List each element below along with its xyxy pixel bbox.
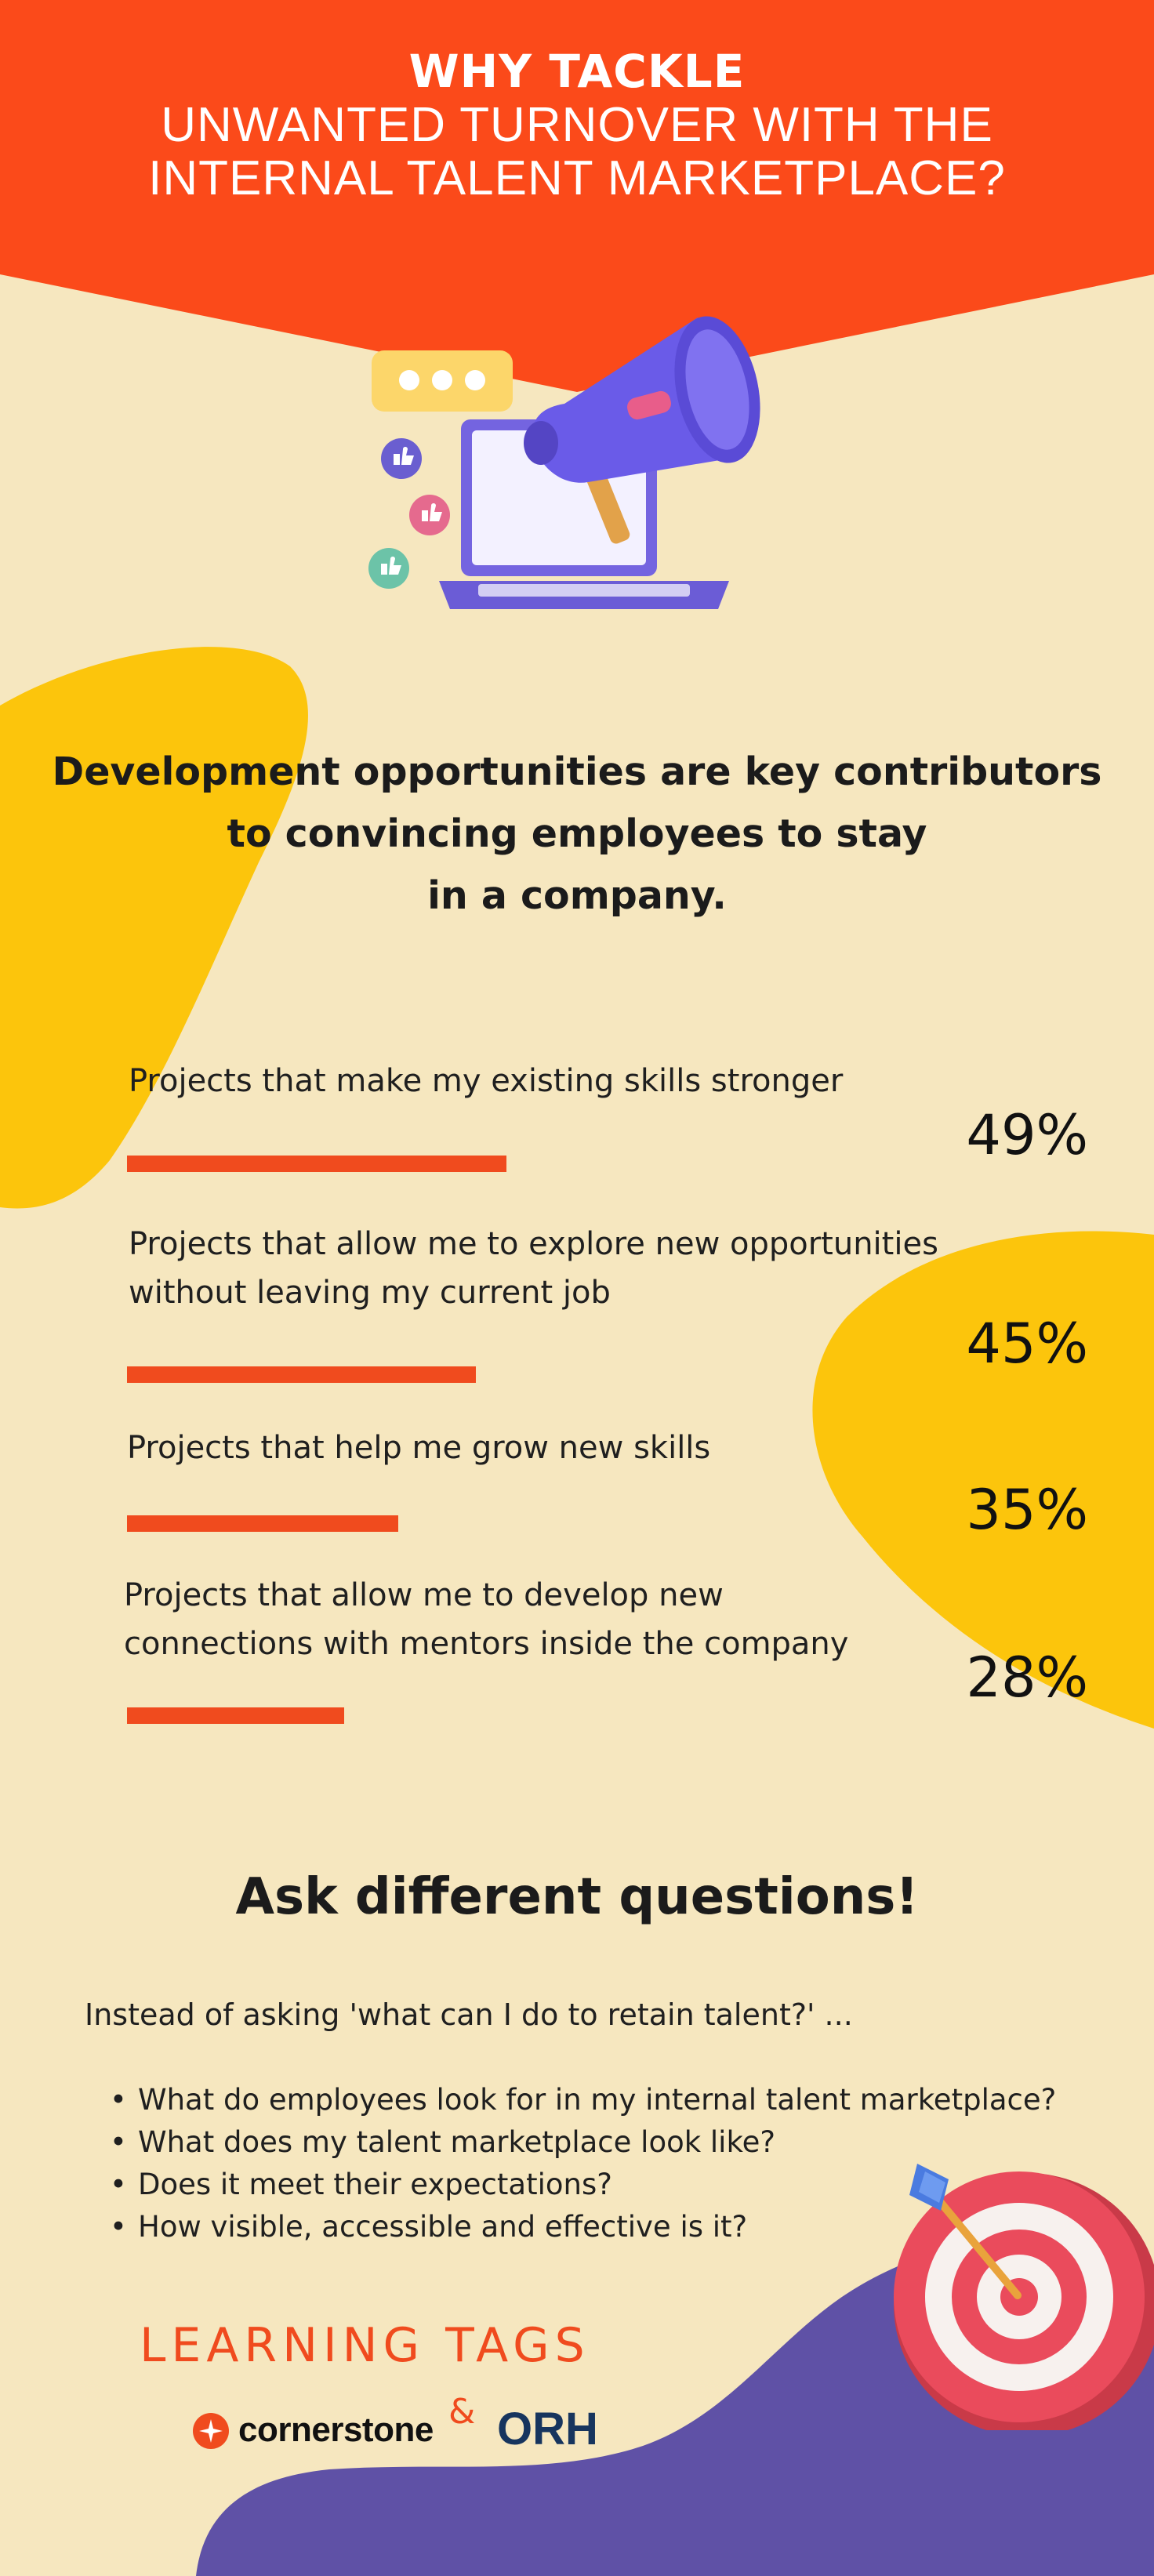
stat-value: 35% [966,1478,1088,1542]
hero-illustration [368,316,760,609]
thumbs-up-icon [368,438,450,589]
chat-bubble-icon [372,350,513,412]
list-item: • What do employees look for in my intern… [110,2079,1056,2121]
orh-logo: ORH [497,2404,598,2454]
headline-line-2: to convincing employees to stay [227,811,927,856]
stat-label-line-1: Projects that allow me to explore new op… [129,1226,938,1262]
stat-bar [127,1366,476,1383]
stat-label-line-2: connections with mentors inside the comp… [124,1626,849,1662]
stat-bar [127,1156,506,1172]
partner-logos: cornerstone & ORH [193,2393,616,2462]
title-line-2: UNWANTED TURNOVER WITH THE [161,98,993,152]
yellow-blob-right [812,1231,1154,1729]
stat-label-line-2: without leaving my current job [129,1275,611,1311]
intro-text: Instead of asking 'what can I do to reta… [85,1997,853,2032]
stat-bar [127,1515,398,1532]
list-item-text: What do employees look for in my interna… [138,2083,1057,2117]
bullet: • [110,2168,127,2201]
headline-line-1: Development opportunities are key contri… [52,749,1102,794]
question-list: • What do employees look for in my intern… [110,2079,1056,2248]
header-banner [0,0,1154,392]
stat-label-line-1: Projects that allow me to develop new [124,1577,724,1613]
stat-label: Projects that allow me to develop new co… [124,1571,848,1668]
stat-value: 28% [966,1645,1088,1710]
bullet: • [110,2083,127,2117]
stat-label: Projects that help me grow new skills [127,1424,710,1472]
bullet: • [110,2125,127,2159]
page-title: WHY TACKLE UNWANTED TURNOVER WITH THE IN… [0,44,1154,205]
stat-value: 49% [966,1103,1088,1167]
headline: Development opportunities are key contri… [24,741,1130,927]
stat-bar [127,1707,344,1724]
brand-learning-tags: LEARNING TAGS [140,2318,590,2373]
bullet: • [110,2210,127,2244]
yellow-blob-left [0,647,308,1209]
cornerstone-wordmark: cornerstone [238,2411,434,2449]
title-line-3: INTERNAL TALENT MARKETPLACE? [148,151,1006,205]
section-title: Ask different questions! [235,1868,919,1926]
stat-label-line-1: Projects that make my existing skills st… [129,1063,844,1099]
ampersand: & [448,2392,476,2432]
list-item-text: What does my talent marketplace look lik… [138,2125,775,2159]
list-item-text: How visible, accessible and effective is… [138,2210,748,2244]
stat-label-line-1: Projects that help me grow new skills [127,1430,711,1466]
megaphone-icon [524,316,760,544]
list-item: • What does my talent marketplace look li… [110,2121,1056,2164]
stat-value: 45% [966,1312,1088,1376]
stat-label: Projects that make my existing skills st… [129,1057,843,1105]
dart-target-icon [894,2164,1154,2430]
cornerstone-logo-icon [193,2413,229,2449]
title-line-1: WHY TACKLE [408,45,746,98]
headline-line-3: in a company. [427,873,727,918]
list-item: • Does it meet their expectations? [110,2164,1056,2206]
list-item: • How visible, accessible and effective i… [110,2206,1056,2248]
stat-label: Projects that allow me to explore new op… [129,1220,938,1317]
list-item-text: Does it meet their expectations? [138,2168,612,2201]
